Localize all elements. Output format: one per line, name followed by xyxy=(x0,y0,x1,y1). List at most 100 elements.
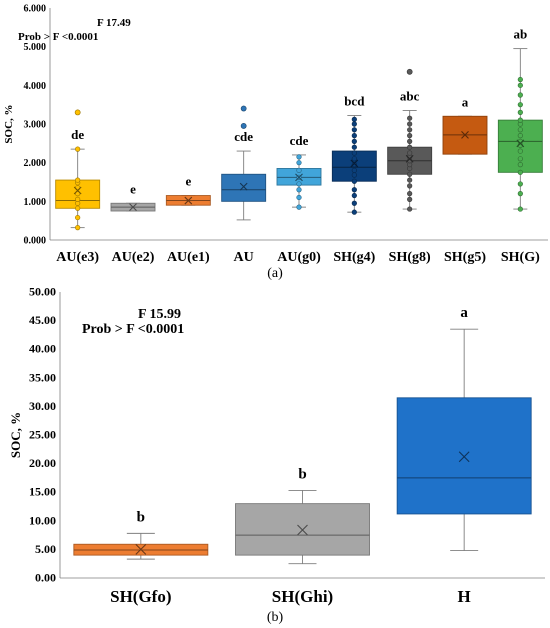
category-label: AU(e3) xyxy=(56,250,99,265)
significance-letter: a xyxy=(462,94,469,109)
y-tick-label: 10.00 xyxy=(29,513,56,527)
data-point xyxy=(517,82,523,88)
significance-letter: b xyxy=(137,509,145,525)
data-point xyxy=(351,133,357,139)
outlier-point xyxy=(74,109,81,116)
data-point xyxy=(517,92,523,98)
category-label: SH(G) xyxy=(501,250,540,265)
data-point xyxy=(296,181,302,187)
data-point xyxy=(351,156,357,162)
significance-letter: cde xyxy=(290,133,309,148)
data-point xyxy=(351,172,357,178)
significance-letter: bcd xyxy=(344,93,365,108)
data-point xyxy=(351,127,357,133)
mean-marker xyxy=(295,173,303,182)
box-8: a xyxy=(442,94,488,155)
data-point xyxy=(351,209,357,215)
data-point xyxy=(407,183,413,189)
data-point xyxy=(75,196,81,202)
data-point xyxy=(517,181,523,187)
box-1: b xyxy=(73,509,209,560)
mean-marker xyxy=(405,154,414,163)
significance-letter: e xyxy=(185,174,191,189)
outlier-point xyxy=(406,68,413,75)
mean-marker xyxy=(297,524,308,536)
data-point xyxy=(407,115,413,121)
data-point xyxy=(351,116,357,122)
category-label: SH(Ghi) xyxy=(272,587,333,606)
significance-letter: ab xyxy=(513,27,527,42)
mean-marker xyxy=(73,186,82,195)
data-point xyxy=(407,177,413,183)
category-label: SH(g5) xyxy=(444,250,486,265)
panel-a: 0.000 1.000 2.000 3.000 4.000 5.000 6.000 SOC, … xyxy=(3,4,548,281)
data-point xyxy=(75,146,81,152)
stat-prob-value: Prob > F <0.0001 xyxy=(82,322,184,337)
data-point xyxy=(296,154,302,160)
box-5: cde xyxy=(276,133,322,210)
data-point xyxy=(351,167,357,173)
y-tick-label: 45.00 xyxy=(29,313,56,327)
box-4: cde xyxy=(221,105,267,221)
y-tick-label: 3.000 xyxy=(24,120,47,131)
outlier-point xyxy=(240,105,247,112)
data-point xyxy=(351,178,357,184)
data-point xyxy=(517,162,523,168)
mean-marker xyxy=(458,451,470,463)
y-tick-label: 0.000 xyxy=(24,236,47,247)
data-point xyxy=(75,205,81,211)
data-point xyxy=(407,206,413,212)
y-tick-label: 4.000 xyxy=(24,81,47,92)
iqr-box xyxy=(221,173,267,202)
data-point xyxy=(407,144,413,150)
panel-label: (b) xyxy=(267,610,284,625)
box-3: e xyxy=(165,174,211,206)
category-label: AU xyxy=(234,250,254,265)
data-point xyxy=(407,138,413,144)
box-2: e xyxy=(110,181,156,212)
significance-letter: e xyxy=(130,181,136,196)
y-tick-label: 35.00 xyxy=(29,370,56,384)
y-tick-label: 25.00 xyxy=(29,428,56,442)
y-tick-label: 0.00 xyxy=(35,571,56,585)
data-point xyxy=(517,206,523,212)
stat-f-value: F 15.99 xyxy=(138,307,181,322)
data-point xyxy=(351,162,357,168)
box-9: ab xyxy=(497,27,543,212)
mean-marker xyxy=(516,139,525,148)
data-point xyxy=(75,225,81,231)
mean-marker xyxy=(239,182,248,191)
y-tick-label: 1.000 xyxy=(24,197,47,208)
data-point xyxy=(351,187,357,193)
data-point xyxy=(517,102,523,108)
data-point xyxy=(351,144,357,150)
data-point xyxy=(407,133,413,139)
data-point xyxy=(75,214,81,221)
data-point xyxy=(296,204,302,210)
y-tick-label: 40.00 xyxy=(29,342,56,356)
category-label: SH(g8) xyxy=(389,250,431,265)
significance-letter: de xyxy=(71,127,84,142)
data-point xyxy=(517,148,523,154)
y-tick-label: 15.00 xyxy=(29,485,56,499)
data-point xyxy=(517,169,523,175)
stat-prob-value: Prob > F <0.0001 xyxy=(18,31,98,43)
box-3: a xyxy=(396,305,532,551)
data-point xyxy=(517,109,523,115)
significance-letter: a xyxy=(460,305,468,321)
data-point xyxy=(407,127,413,133)
data-point xyxy=(407,191,413,197)
y-tick-label: 2.000 xyxy=(24,158,47,169)
y-tick-label: 6.000 xyxy=(24,4,47,15)
iqr-box xyxy=(396,397,532,515)
data-point xyxy=(517,133,523,139)
data-point xyxy=(517,191,523,197)
mean-marker xyxy=(129,203,137,212)
mean-marker xyxy=(135,544,147,555)
y-tick-label: 30.00 xyxy=(29,399,56,413)
y-tick-label: 5.00 xyxy=(35,542,56,556)
y-tick-label: 50.00 xyxy=(29,285,56,299)
outlier-point xyxy=(240,123,247,129)
data-point xyxy=(75,177,81,183)
y-tick-label: 20.00 xyxy=(29,456,56,470)
